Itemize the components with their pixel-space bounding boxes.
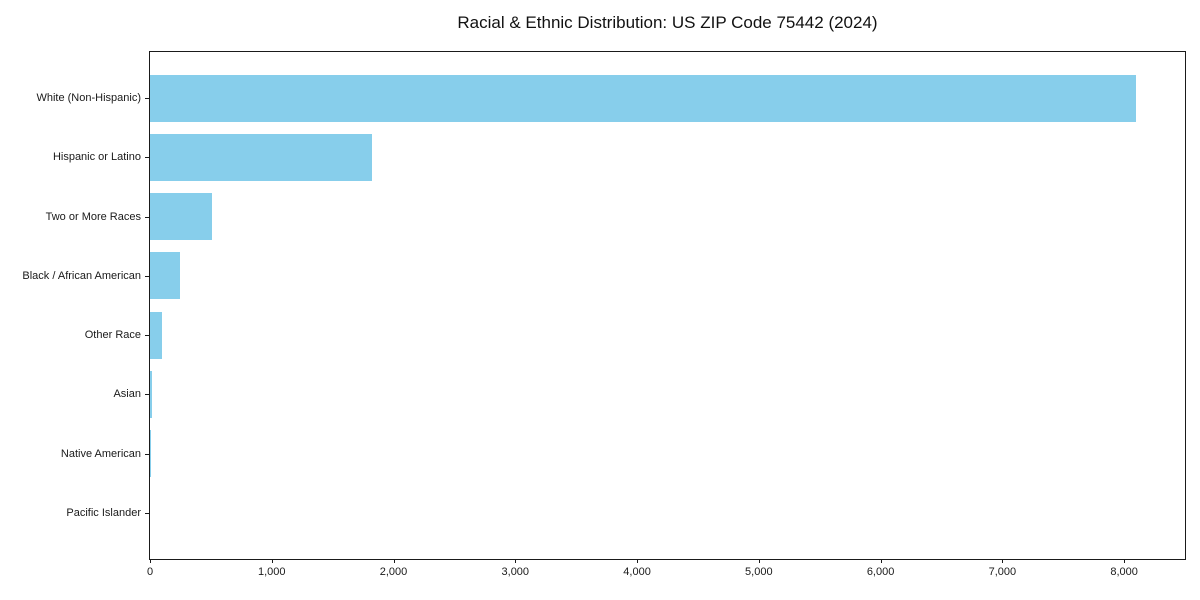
x-tick xyxy=(150,559,151,563)
plot-area: White (Non-Hispanic) Hispanic or Latino Tw… xyxy=(22,51,1186,578)
x-tick xyxy=(1002,559,1004,563)
x-tick xyxy=(880,559,882,563)
y-tick xyxy=(145,335,149,337)
y-tick xyxy=(145,216,149,218)
x-tick xyxy=(271,559,273,563)
x-tick-label: 4,000 xyxy=(623,566,651,578)
y-tick xyxy=(145,453,149,455)
x-tick-label: 7,000 xyxy=(988,566,1017,578)
bar xyxy=(150,133,372,181)
y-tick xyxy=(145,513,149,514)
x-tick-label: 0 xyxy=(146,566,154,578)
bar xyxy=(150,311,162,359)
bar xyxy=(150,193,213,241)
y-tick-label: White (Non-Hispanic) xyxy=(36,92,141,104)
y-tick-label: Other Race xyxy=(84,329,141,342)
x-tick xyxy=(393,559,395,563)
y-tick-label: Native American xyxy=(60,447,141,460)
y-tick-label: Two or More Races xyxy=(45,210,141,223)
y-tick xyxy=(145,98,149,99)
y-tick xyxy=(145,394,149,396)
x-tick-label: 3,000 xyxy=(501,566,530,578)
x-tick xyxy=(1124,559,1126,563)
x-tick-label: 1,000 xyxy=(257,566,286,578)
bar xyxy=(150,430,151,478)
y-tick xyxy=(145,157,149,159)
x-tick-label: 6,000 xyxy=(866,566,895,578)
x-tick-label: 5,000 xyxy=(745,566,773,578)
x-tick xyxy=(515,559,517,563)
x-tick-label: 8,000 xyxy=(1110,566,1138,578)
y-tick-label: Black / African American xyxy=(22,269,141,282)
x-tick xyxy=(758,559,760,563)
y-tick-label: Hispanic or Latino xyxy=(52,151,141,164)
x-tick-label: 2,000 xyxy=(379,566,408,578)
y-tick-label: Asian xyxy=(113,388,141,401)
x-tick xyxy=(637,559,639,563)
bar xyxy=(150,252,180,300)
chart-title: Racial & Ethnic Distribution: US ZIP Cod… xyxy=(457,13,878,32)
bar xyxy=(150,370,152,418)
y-tick-label: Pacific Islander xyxy=(66,507,141,519)
bar xyxy=(150,74,1137,122)
y-tick xyxy=(145,275,149,277)
